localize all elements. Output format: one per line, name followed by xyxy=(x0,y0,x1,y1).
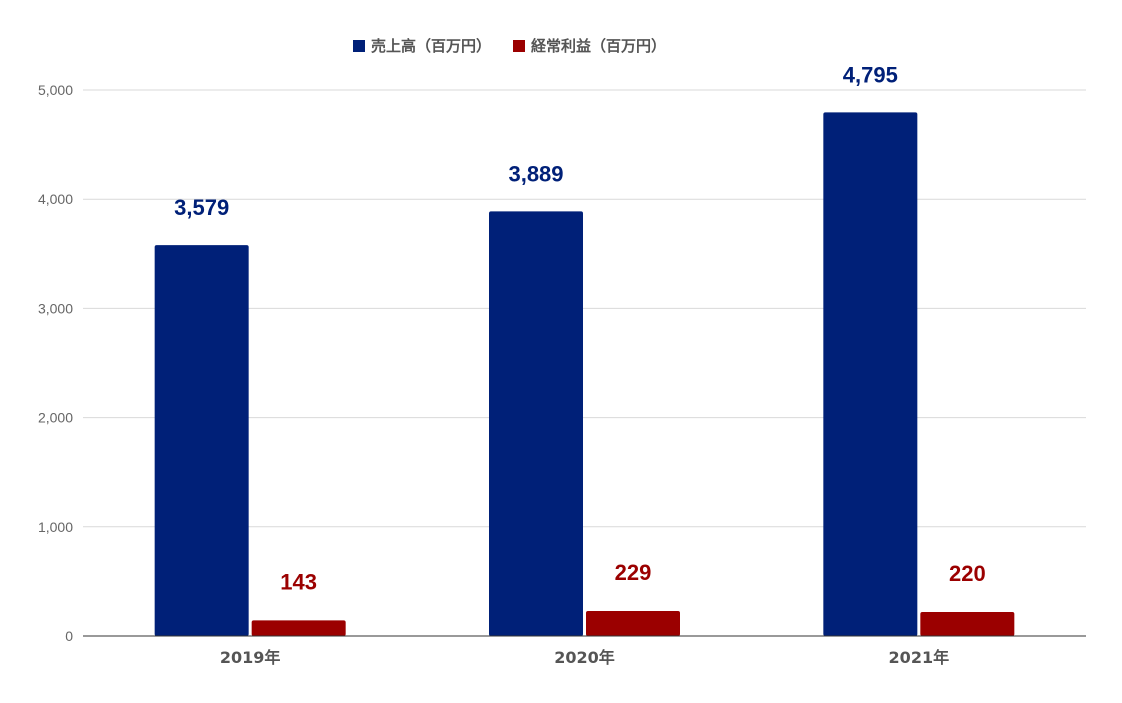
data-label-series1-cat1: 229 xyxy=(615,560,652,585)
data-label-series1-cat2: 220 xyxy=(949,561,986,586)
x-tick-label-0: 2019年 xyxy=(220,648,281,667)
bar-series1-cat2 xyxy=(920,611,1015,636)
x-tick-label-2: 2021年 xyxy=(889,648,950,667)
y-tick-label-3000: 3,000 xyxy=(38,300,73,316)
bar-series0-cat1 xyxy=(489,211,583,636)
bar-series0-cat2 xyxy=(823,112,918,637)
legend-label-0: 売上高（百万円） xyxy=(371,37,491,55)
bar-series0-cat0 xyxy=(154,245,249,636)
y-tick-label-4000: 4,000 xyxy=(38,191,73,207)
data-label-series0-cat0: 3,579 xyxy=(174,195,229,220)
data-label-series1-cat0: 143 xyxy=(280,569,317,594)
legend-swatch-0 xyxy=(353,40,365,52)
y-tick-label-0: 0 xyxy=(65,628,73,644)
legend-label-1: 経常利益（百万円） xyxy=(531,37,666,55)
y-tick-label-5000: 5,000 xyxy=(38,82,73,98)
bar-series1-cat1 xyxy=(586,610,680,636)
y-tick-label-2000: 2,000 xyxy=(38,410,73,426)
bar-series1-cat0 xyxy=(251,620,346,636)
data-label-series0-cat1: 3,889 xyxy=(508,161,563,186)
x-tick-label-1: 2020年 xyxy=(554,648,615,667)
y-tick-label-1000: 1,000 xyxy=(38,519,73,535)
data-label-series0-cat2: 4,795 xyxy=(843,62,898,87)
legend-swatch-1 xyxy=(513,40,525,52)
